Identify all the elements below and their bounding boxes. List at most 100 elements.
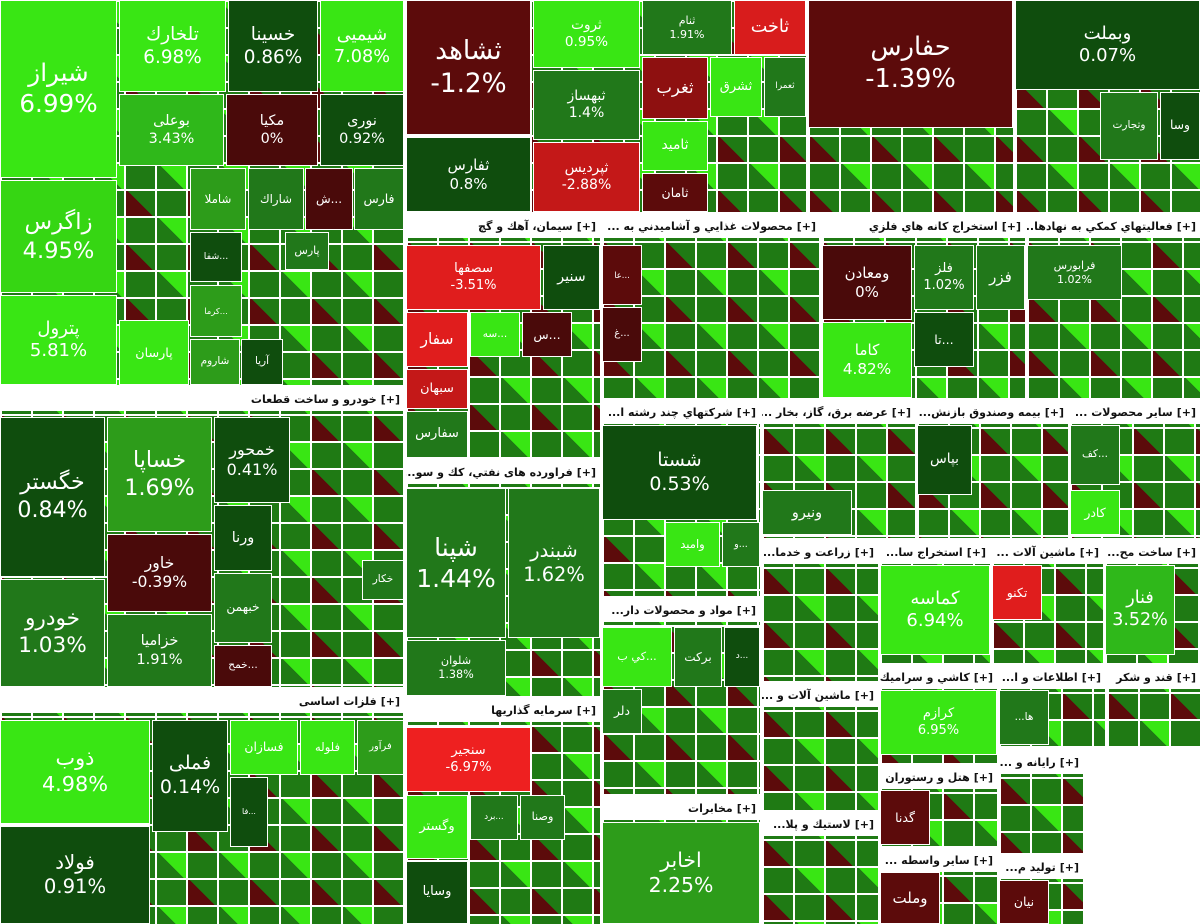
expand-toggle[interactable]: [+] bbox=[1044, 405, 1064, 419]
stock-tile[interactable]: شیراز 6.99% bbox=[0, 0, 117, 178]
stock-tile[interactable]: خگستر 0.84% bbox=[0, 417, 105, 577]
stock-tile[interactable]: ونیرو bbox=[762, 490, 852, 535]
stock-tile[interactable]: خودرو 1.03% bbox=[0, 579, 105, 687]
stock-tile[interactable]: وملت bbox=[880, 872, 940, 924]
stock-tile[interactable]: ثروت 0.95% bbox=[533, 0, 640, 68]
stock-tile[interactable]: ثپردیس -2.88% bbox=[533, 142, 640, 212]
stock-tile[interactable]: شلوان 1.38% bbox=[406, 640, 506, 696]
stock-tile[interactable]: سه... bbox=[470, 312, 520, 357]
stock-tile[interactable]: ذوب 4.98% bbox=[0, 720, 150, 824]
stock-tile[interactable]: حفارس -1.39% bbox=[808, 0, 1013, 128]
expand-toggle[interactable]: [+] bbox=[973, 853, 993, 867]
expand-toggle[interactable]: [+] bbox=[1176, 670, 1196, 684]
expand-toggle[interactable]: [+] bbox=[973, 770, 993, 784]
stock-tile[interactable]: كاما 4.82% bbox=[822, 322, 912, 398]
stock-tile[interactable]: شیمیی 7.08% bbox=[320, 0, 404, 92]
stock-tile[interactable]: وسا bbox=[1160, 92, 1200, 160]
expand-toggle[interactable]: [+] bbox=[973, 670, 993, 684]
stock-tile[interactable]: سنجیر -6.97% bbox=[406, 727, 531, 792]
stock-tile[interactable]: سفار bbox=[406, 312, 468, 367]
expand-toggle[interactable]: [+] bbox=[1176, 219, 1196, 233]
stock-tile[interactable]: كف... bbox=[1070, 425, 1120, 485]
stock-tile[interactable]: نیان bbox=[999, 880, 1049, 924]
stock-tile[interactable]: ثامید bbox=[642, 121, 708, 171]
stock-tile[interactable]: كي ب... bbox=[602, 627, 672, 687]
stock-tile[interactable]: شستا 0.53% bbox=[602, 425, 757, 520]
stock-tile[interactable]: د... bbox=[724, 627, 760, 687]
stock-tile[interactable]: فلز 1.02% bbox=[914, 245, 974, 310]
expand-toggle[interactable]: [+] bbox=[966, 545, 986, 559]
stock-tile[interactable]: پترول 5.81% bbox=[0, 295, 117, 385]
stock-tile[interactable]: برد... bbox=[470, 795, 518, 840]
stock-tile[interactable]: خمحور 0.41% bbox=[214, 417, 290, 503]
stock-tile[interactable]: س... bbox=[522, 312, 572, 357]
expand-toggle[interactable]: [+] bbox=[854, 545, 874, 559]
stock-tile[interactable]: بپاس bbox=[917, 425, 972, 495]
stock-tile[interactable]: و... bbox=[722, 522, 760, 567]
stock-tile[interactable]: تا... bbox=[914, 312, 974, 367]
stock-tile[interactable]: فرآور bbox=[357, 720, 404, 775]
expand-toggle[interactable]: [+] bbox=[576, 219, 596, 233]
stock-tile[interactable]: فسازان bbox=[230, 720, 298, 775]
stock-tile[interactable]: بركت bbox=[674, 627, 722, 687]
expand-toggle[interactable]: [+] bbox=[576, 465, 596, 479]
stock-tile[interactable]: وامید bbox=[665, 522, 720, 567]
stock-tile[interactable]: ثشرق bbox=[710, 57, 762, 117]
stock-tile[interactable]: پارسان bbox=[119, 320, 189, 385]
stock-tile[interactable]: ورنا bbox=[214, 505, 272, 571]
stock-tile[interactable]: ثاخت bbox=[734, 0, 806, 55]
stock-tile[interactable]: شپنا 1.44% bbox=[406, 488, 506, 638]
stock-tile[interactable]: فلوله bbox=[300, 720, 355, 775]
stock-tile[interactable]: ...ها bbox=[999, 690, 1049, 745]
stock-tile[interactable]: بوعلی 3.43% bbox=[119, 94, 224, 166]
stock-tile[interactable]: وگستر bbox=[406, 795, 468, 859]
expand-toggle[interactable]: [+] bbox=[736, 405, 756, 419]
stock-tile[interactable]: زاگرس 4.95% bbox=[0, 180, 117, 293]
stock-tile[interactable]: كرما... bbox=[190, 285, 242, 337]
stock-tile[interactable]: آریا bbox=[241, 339, 283, 385]
stock-tile[interactable]: وبملت 0.07% bbox=[1015, 0, 1200, 90]
stock-tile[interactable]: اخابر 2.25% bbox=[602, 822, 760, 924]
stock-tile[interactable]: ثعمرا bbox=[764, 57, 806, 117]
stock-tile[interactable]: سفارس bbox=[406, 411, 468, 458]
stock-tile[interactable]: خمح... bbox=[214, 645, 272, 687]
stock-tile[interactable]: دلر bbox=[602, 689, 642, 734]
stock-tile[interactable]: ش... bbox=[305, 168, 353, 230]
stock-tile[interactable]: شاراك bbox=[248, 168, 304, 230]
stock-tile[interactable]: فا... bbox=[230, 777, 268, 847]
stock-tile[interactable]: ثشاهد -1.2% bbox=[406, 0, 531, 135]
stock-tile[interactable]: شاروم bbox=[190, 339, 240, 385]
stock-tile[interactable]: ثنام 1.91% bbox=[642, 0, 732, 55]
stock-tile[interactable]: ثغرب bbox=[642, 57, 708, 119]
stock-tile[interactable]: وسایا bbox=[406, 861, 468, 924]
stock-tile[interactable]: عا... bbox=[602, 245, 642, 305]
expand-toggle[interactable]: [+] bbox=[1059, 860, 1079, 874]
expand-toggle[interactable]: [+] bbox=[736, 603, 756, 617]
stock-tile[interactable]: ثبهساز 1.4% bbox=[533, 70, 640, 140]
stock-tile[interactable]: سصفها -3.51% bbox=[406, 245, 541, 310]
expand-toggle[interactable]: [+] bbox=[736, 801, 756, 815]
stock-tile[interactable]: خزامیا 1.91% bbox=[107, 614, 212, 687]
stock-tile[interactable]: پارس bbox=[285, 232, 329, 270]
stock-tile[interactable]: كادر bbox=[1070, 490, 1120, 535]
stock-tile[interactable]: تكنو bbox=[992, 565, 1042, 620]
expand-toggle[interactable]: [+] bbox=[576, 703, 596, 717]
expand-toggle[interactable]: [+] bbox=[380, 694, 400, 708]
stock-tile[interactable]: شفا... bbox=[190, 232, 242, 282]
expand-toggle[interactable]: [+] bbox=[854, 817, 874, 831]
stock-tile[interactable]: فنار 3.52% bbox=[1105, 565, 1175, 655]
stock-tile[interactable]: ومعادن 0% bbox=[822, 245, 912, 320]
stock-tile[interactable]: ثامان bbox=[642, 173, 708, 212]
expand-toggle[interactable]: [+] bbox=[1176, 405, 1196, 419]
expand-toggle[interactable]: [+] bbox=[891, 405, 911, 419]
stock-tile[interactable]: وصنا bbox=[520, 795, 565, 840]
stock-tile[interactable]: فملی 0.14% bbox=[152, 720, 228, 832]
stock-tile[interactable]: فرابورس 1.02% bbox=[1027, 245, 1122, 300]
expand-toggle[interactable]: [+] bbox=[1079, 545, 1099, 559]
stock-tile[interactable]: فارس bbox=[354, 168, 404, 230]
expand-toggle[interactable]: [+] bbox=[854, 688, 874, 702]
stock-tile[interactable]: كماسه 6.94% bbox=[880, 565, 990, 655]
expand-toggle[interactable]: [+] bbox=[380, 392, 400, 406]
stock-tile[interactable]: مکیا 0% bbox=[226, 94, 318, 166]
expand-toggle[interactable]: [+] bbox=[1059, 755, 1079, 769]
